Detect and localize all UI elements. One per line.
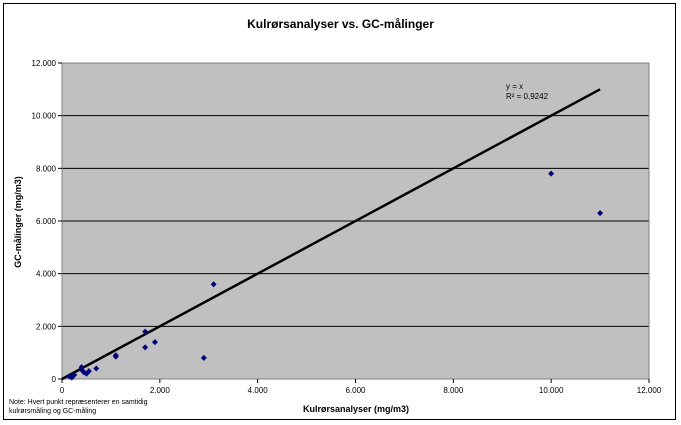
data-point — [112, 353, 119, 360]
x-tick-label: 12.000 — [637, 386, 662, 395]
y-tick-label: 10.000 — [32, 112, 57, 121]
data-point — [71, 372, 78, 379]
data-point — [93, 365, 100, 372]
x-tick-label: 6.000 — [345, 386, 366, 395]
data-point — [142, 328, 149, 335]
chart-title: Kulrørsanalyser vs. GC-målinger — [247, 17, 434, 31]
y-tick-label: 12.000 — [32, 59, 57, 68]
x-tick-label: 4.000 — [248, 386, 269, 395]
y-tick-label: 8.000 — [36, 164, 57, 173]
equation-label: y = x — [506, 82, 523, 91]
data-point — [597, 210, 604, 217]
data-point — [142, 344, 149, 351]
y-tick-label: 0 — [52, 375, 57, 384]
data-point — [78, 364, 85, 371]
x-axis-label: Kulrørsanalyser (mg/m3) — [302, 404, 410, 414]
footnote: Note: Hvert punkt repræsenterer en samti… — [9, 398, 209, 416]
x-tick-label: 2.000 — [150, 386, 171, 395]
data-point — [151, 339, 158, 346]
trendline — [61, 88, 601, 381]
y-tick-label: 2.000 — [36, 322, 57, 331]
y-axis-label: GC-målinger (mg/m3) — [13, 176, 23, 268]
r-squared-label: R² = 0,9242 — [506, 92, 549, 101]
footnote-line: Note: Hvert punkt repræsenterer en samti… — [9, 399, 148, 406]
footnote-line: kulrørsmåling og GC-måling — [9, 408, 97, 415]
data-point — [200, 354, 207, 361]
y-tick-label: 4.000 — [36, 270, 57, 279]
data-point — [85, 368, 92, 375]
data-point — [548, 170, 555, 177]
x-tick-label: 8.000 — [443, 386, 464, 395]
data-point — [210, 281, 217, 288]
y-tick-label: 6.000 — [36, 217, 57, 226]
x-tick-label: 10.000 — [539, 386, 564, 395]
x-tick-label: 0 — [60, 386, 65, 395]
